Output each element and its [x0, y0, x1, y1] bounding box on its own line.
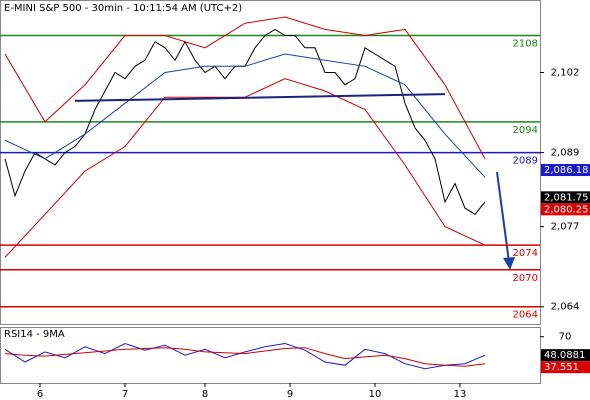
y-tick-label: 2,102	[551, 68, 580, 79]
level-label: 2070	[513, 273, 538, 284]
price-tag	[541, 203, 590, 216]
x-tick-label: 7	[122, 389, 128, 400]
y-tick-label: 2,089	[551, 148, 580, 159]
x-tick-label: 9	[287, 389, 293, 400]
x-tick-label: 8	[202, 389, 208, 400]
arrow	[496, 171, 510, 263]
series-line	[4, 78, 486, 258]
level-label: 2108	[513, 39, 538, 50]
x-tick-label: 13	[454, 389, 467, 400]
level-label: 2064	[513, 310, 538, 321]
chart-title: E-MINI S&P 500 - 30min - 10:11:54 AM (UT…	[4, 3, 242, 14]
price-tag-label: 2,080.25	[544, 204, 589, 215]
price-panel	[0, 0, 541, 325]
y-tick-label: 2,077	[551, 222, 580, 233]
y-tick-label: 70	[559, 332, 572, 343]
price-tag-label: 37.551	[544, 362, 579, 373]
price-tag-label: 2,081.75	[544, 192, 589, 203]
level-label: 2094	[513, 125, 538, 136]
series-line	[4, 16, 486, 160]
series-line	[74, 93, 446, 102]
price-tag-label: 2,086.18	[544, 165, 589, 176]
price-tag	[541, 191, 590, 204]
series-line	[4, 347, 486, 367]
price-tag	[541, 349, 590, 362]
series-line	[4, 342, 486, 370]
x-tick-label: 10	[369, 389, 382, 400]
rsi-panel	[0, 327, 541, 384]
y-tick-label: 2,064	[551, 302, 580, 313]
level-label: 2089	[513, 156, 538, 167]
arrow-head	[503, 257, 515, 270]
level-label: 2074	[513, 248, 538, 259]
price-tag	[541, 361, 590, 374]
price-tag	[541, 164, 590, 177]
rsi-title: RSI14 - 9MA	[4, 329, 65, 340]
series-line	[4, 53, 486, 178]
price-tag-label: 48.0881	[544, 350, 585, 361]
x-tick-label: 6	[37, 389, 43, 400]
